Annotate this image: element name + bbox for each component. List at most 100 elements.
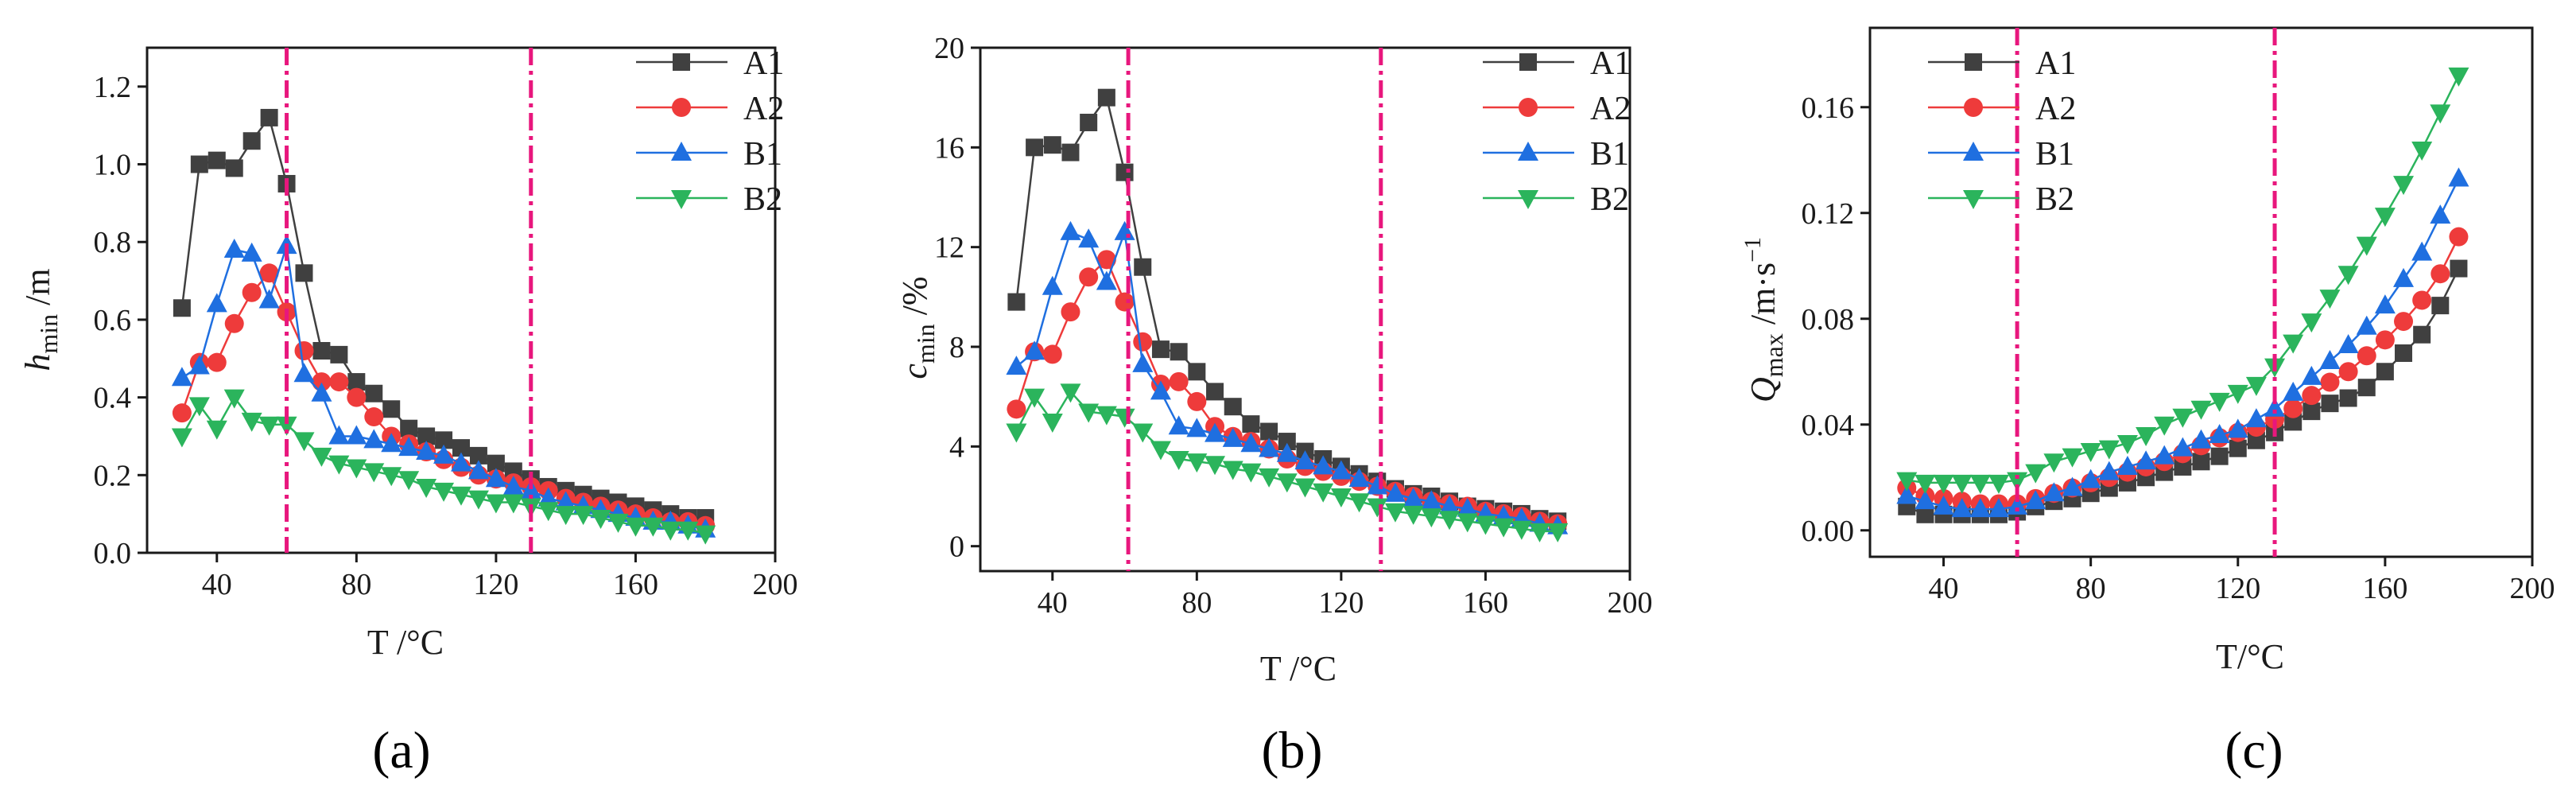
- chart-b-point-B1: [1313, 455, 1334, 475]
- chart-c-point-B1: [1969, 498, 1991, 518]
- chart-c-point-B2: [2283, 334, 2304, 354]
- chart-a-point-A1: [225, 159, 243, 177]
- chart-c-point-B1: [2448, 167, 2469, 187]
- chart-a-xtick-label: 120: [473, 568, 518, 601]
- chart-c-point-B1: [2374, 294, 2396, 314]
- chart-a-xtick-label: 80: [341, 568, 371, 601]
- chart-a-point-A1: [208, 151, 226, 169]
- chart-c-xtick-label: 120: [2215, 572, 2260, 605]
- chart-c-legend-marker-B1: [1963, 142, 1984, 161]
- chart-a-ylabel-subscript: min: [34, 314, 63, 354]
- chart-c-point-A1: [2174, 457, 2192, 476]
- chart-b-ylabel-unit: /%: [895, 276, 934, 324]
- chart-b-legend-marker-B1: [1518, 142, 1538, 161]
- chart-b-point-B2: [1457, 513, 1478, 533]
- chart-b-point-B2: [1547, 523, 1569, 542]
- chart-b-xtick-label: 120: [1318, 586, 1364, 620]
- chart-a-point-B1: [537, 487, 559, 507]
- chart-a-point-B2: [363, 463, 385, 483]
- chart-b-xtick-label: 160: [1463, 586, 1508, 620]
- chart-c-point-A1: [2302, 402, 2321, 421]
- chart-b-point-B1: [1186, 418, 1208, 437]
- chart-b-point-B1: [1367, 475, 1388, 495]
- chart-c-point-B2: [2337, 266, 2359, 286]
- chart-b-legend-label-B2: B2: [1590, 181, 1629, 218]
- chart-c-point-B1: [2116, 455, 2138, 475]
- chart-a-point-B1: [223, 239, 245, 258]
- chart-a-point-B1: [467, 460, 489, 480]
- chart-a-ylabel-symbol: h: [18, 354, 57, 371]
- chart-b-point-B2: [1294, 478, 1316, 498]
- chart-c-panel-label: (c): [2225, 721, 2283, 780]
- chart-c-point-A2: [2449, 227, 2469, 247]
- chart-b-point-B1: [1240, 433, 1262, 453]
- chart-c-point-B2: [2025, 464, 2046, 484]
- chart-b-point-A1: [1080, 114, 1098, 131]
- chart-b-point-B2: [1222, 461, 1243, 480]
- chart-c-point-B2: [1896, 472, 1918, 492]
- chart-a-point-B2: [555, 506, 576, 526]
- chart-c-point-B2: [2190, 400, 2212, 420]
- chart-b-xtick-label: 80: [1181, 586, 1212, 620]
- chart-b-point-B1: [1259, 437, 1280, 457]
- chart-b-point-A1: [1260, 422, 1278, 441]
- chart-a-point-B2: [328, 455, 350, 475]
- chart-b: 40 80 120 160 200 0 4 8 12 16 20 A1 A2 B1 B2 T /°C cmi…: [895, 32, 1653, 780]
- chart-a-point-A1: [400, 419, 418, 437]
- chart-c-ylabel-unit: /m·s: [1744, 262, 1783, 333]
- chart-c-point-A2: [2357, 346, 2376, 366]
- chart-a-plot-area: 40 80 120 160 200 0.0 0.2 0.4 0.6 0.8 1.0 1.2 A1 A2 B1…: [94, 45, 798, 601]
- chart-c-point-B2: [2116, 435, 2138, 455]
- chart-c-point-A2: [2320, 372, 2340, 392]
- chart-c-point-B1: [2080, 468, 2101, 488]
- chart-b-frame: [979, 46, 1631, 573]
- chart-a-point-B1: [311, 382, 332, 402]
- chart-b-legend-label-B1: B1: [1590, 136, 1629, 173]
- chart-a-legend-label-A2: A2: [743, 91, 784, 127]
- chart-b-point-B1: [1060, 220, 1081, 240]
- chart-a-ylabel-unit: /m: [18, 268, 57, 313]
- chart-b-ytick-label: 16: [934, 131, 964, 165]
- chart-c-point-A2: [2431, 264, 2450, 284]
- chart-c-point-A2: [2302, 386, 2322, 406]
- chart-c-point-B1: [2283, 381, 2304, 401]
- chart-a-point-B1: [363, 429, 385, 449]
- chart-a-point-A2: [329, 372, 349, 392]
- chart-b-point-A2: [1133, 332, 1153, 352]
- chart-b-point-B2: [1006, 423, 1027, 443]
- chart-a-legend-marker-A2: [672, 98, 691, 117]
- chart-c-point-B1: [2411, 241, 2433, 261]
- chart-b-legend-marker-B2: [1518, 190, 1538, 209]
- chart-b-point-B2: [1096, 406, 1117, 426]
- chart-c-ytick-label: 0.00: [1802, 515, 1855, 548]
- chart-a-point-A1: [347, 373, 366, 391]
- chart-a-point-B2: [241, 412, 262, 432]
- chart-a-point-B2: [188, 397, 210, 417]
- chart-a-point-B1: [502, 475, 524, 495]
- chart-c-point-A1: [2210, 447, 2229, 465]
- chart-a-legend-marker-B1: [671, 142, 692, 161]
- chart-b-point-B2: [1240, 463, 1262, 483]
- chart-a-point-A1: [382, 400, 401, 418]
- chart-a-point-B1: [258, 289, 280, 309]
- chart-c-point-B2: [1933, 474, 1954, 494]
- chart-b-point-B1: [1222, 427, 1243, 447]
- chart-c-xlabel: T/°C: [2216, 637, 2284, 676]
- chart-a-legend-label-B1: B1: [743, 136, 782, 173]
- chart-a-point-B2: [206, 420, 227, 440]
- chart-c-point-B2: [2411, 141, 2433, 161]
- chart-c-legend-marker-B2: [1963, 190, 1984, 209]
- chart-a-point-A2: [172, 403, 192, 423]
- chart-b-point-B1: [1384, 482, 1406, 502]
- chart-a-point-A2: [224, 313, 244, 333]
- chart-c-plot-area: 40 80 120 160 200 0.00 0.04 0.08 0.12 0.16 A1 A2 B1 B…: [1802, 26, 2555, 605]
- chart-c-point-B2: [2319, 290, 2341, 309]
- chart-c-point-B1: [2043, 482, 2065, 502]
- chart-b-point-B2: [1024, 388, 1046, 408]
- chart-c-legend-label-B2: B2: [2035, 181, 2074, 218]
- chart-c-point-B2: [2154, 416, 2175, 436]
- chart-b-point-A1: [1115, 163, 1134, 181]
- chart-c-ytick-label: 0.04: [1802, 409, 1855, 442]
- chart-a-point-A1: [365, 384, 383, 402]
- chart-c-point-A1: [2247, 431, 2265, 449]
